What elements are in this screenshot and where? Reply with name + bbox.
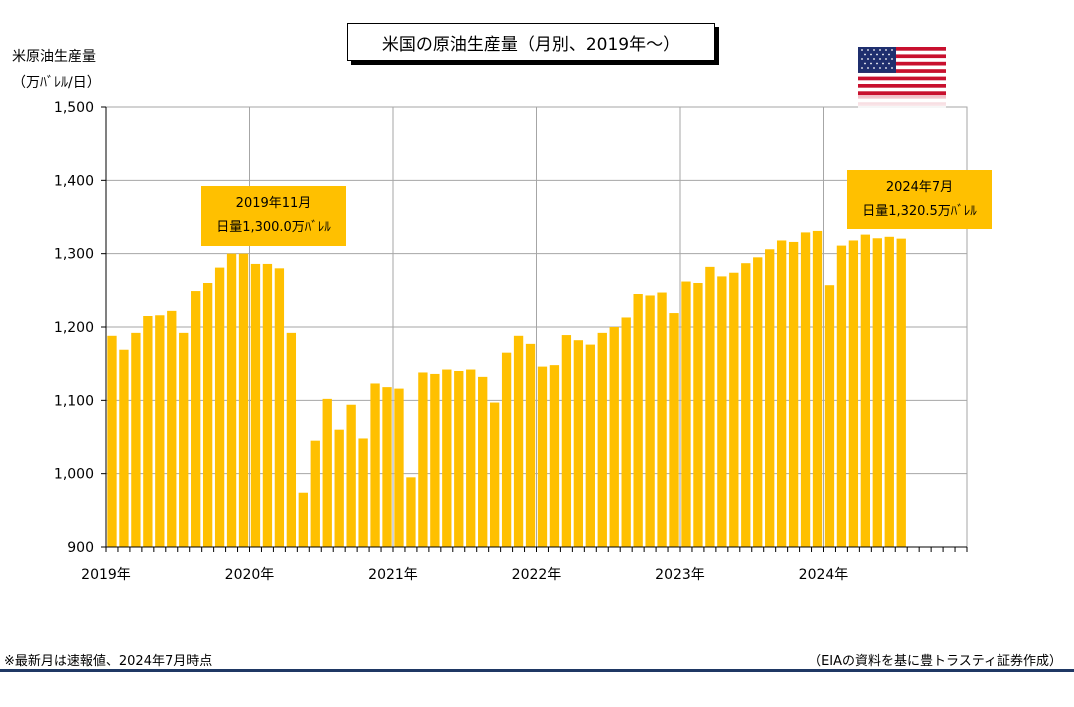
bar-2020-09: [346, 404, 356, 547]
source-note: （EIAの資料を基に豊トラスティ証券作成）: [808, 654, 1062, 669]
bar-2020-10: [358, 438, 368, 547]
x-tick-label: 2019年: [81, 567, 131, 583]
bar-2020-07: [322, 398, 332, 547]
bar-2023-03: [705, 266, 715, 547]
bar-2023-06: [741, 263, 751, 547]
bar-2019-05: [155, 315, 165, 547]
bar-2024-06: [884, 236, 894, 548]
bar-2021-05: [442, 369, 452, 547]
bar-2022-07: [609, 327, 619, 547]
bar-2021-06: [454, 371, 464, 547]
bar-2020-03: [274, 268, 285, 547]
y-axis-label-line1: 米原油生産量: [12, 49, 96, 65]
callout-latest-date: 2024年7月: [885, 179, 954, 195]
bar-2022-06: [597, 332, 607, 547]
bar-2021-08: [478, 376, 488, 547]
bar-2019-09: [202, 283, 213, 547]
bar-2022-09: [633, 294, 643, 547]
bar-2019-04: [143, 316, 153, 547]
y-tick-label: 1,000: [54, 467, 94, 483]
bar-2020-08: [334, 429, 344, 547]
y-tick-label: 1,400: [54, 173, 94, 189]
callout-peak-2019-11: 2019年11月 日量1,300.0万ﾊﾞﾚﾙ: [201, 186, 346, 246]
bar-2021-09: [489, 402, 500, 547]
bar-2024-04: [860, 234, 871, 547]
bar-2020-04: [286, 332, 297, 547]
bar-2021-12: [525, 343, 536, 547]
bar-2019-02: [119, 349, 129, 547]
bar-2020-01: [250, 263, 261, 547]
bar-2023-04: [717, 276, 727, 547]
bar-series: [107, 230, 906, 548]
footnote: ※最新月は速報値、2024年7月時点: [4, 654, 213, 669]
bar-2024-05: [872, 238, 882, 547]
bar-2019-07: [179, 332, 189, 547]
bar-2022-01: [537, 366, 548, 547]
y-tick-label: 1,500: [54, 100, 94, 116]
bar-2024-02: [836, 245, 847, 547]
us-flag-icon: [858, 47, 946, 111]
bar-2021-03: [418, 372, 428, 547]
y-tick-label: 1,300: [54, 247, 94, 263]
y-tick-label: 1,100: [54, 393, 94, 409]
bar-2024-07: [896, 238, 906, 547]
bar-2023-01: [681, 281, 691, 547]
bar-2021-11: [513, 335, 524, 547]
y-tick-label: 1,200: [54, 320, 94, 336]
bar-2023-05: [729, 272, 739, 547]
bar-2020-11: [370, 383, 380, 547]
bar-2023-12: [812, 230, 823, 547]
bar-2022-11: [657, 292, 667, 547]
bar-2023-10: [788, 241, 799, 547]
bar-2021-02: [406, 477, 416, 547]
bar-2023-09: [776, 240, 787, 547]
y-axis-label-line2: （万ﾊﾞﾚﾙ/日）: [12, 75, 101, 91]
bar-2019-08: [191, 291, 201, 547]
bar-2022-10: [645, 295, 655, 547]
bar-2020-06: [310, 440, 320, 547]
bar-2019-10: [214, 267, 225, 547]
x-tick-label: 2023年: [655, 567, 705, 583]
bar-2019-12: [238, 253, 249, 547]
chart-title: 米国の原油生産量（月別、2019年～）: [347, 23, 715, 61]
bar-2022-05: [585, 344, 595, 547]
chart-title-text: 米国の原油生産量（月別、2019年～）: [381, 34, 681, 55]
bar-2021-04: [430, 373, 440, 547]
callout-latest-value: 日量1,320.5万ﾊﾞﾚﾙ: [862, 203, 977, 219]
callout-peak-value: 日量1,300.0万ﾊﾞﾚﾙ: [216, 220, 331, 235]
bar-2024-01: [824, 285, 835, 547]
bar-2020-12: [382, 387, 392, 547]
x-tick-label: 2022年: [512, 567, 562, 583]
bar-2020-02: [262, 263, 273, 547]
bar-2024-03: [848, 240, 859, 547]
bar-2023-08: [765, 249, 775, 547]
bar-2023-02: [693, 283, 703, 547]
bar-2023-11: [800, 232, 811, 547]
bottom-rule: [0, 669, 1074, 672]
x-tick-label: 2024年: [799, 567, 849, 583]
bar-2020-05: [298, 492, 308, 547]
callout-latest-2024-07: 2024年7月 日量1,320.5万ﾊﾞﾚﾙ: [847, 170, 992, 229]
bar-2019-01: [107, 335, 117, 547]
bar-2022-02: [549, 365, 560, 547]
bar-2022-04: [573, 340, 584, 547]
bar-2021-07: [466, 369, 476, 547]
bar-2022-03: [561, 335, 572, 547]
bar-2023-07: [753, 257, 763, 547]
bar-2021-10: [501, 352, 512, 547]
x-tick-label: 2021年: [368, 567, 418, 583]
y-axis-label: 米原油生産量 （万ﾊﾞﾚﾙ/日）: [12, 44, 101, 96]
bar-2021-01: [394, 388, 404, 547]
bar-2019-06: [167, 310, 177, 547]
axes: 900 1,000 1,100 1,200 1,300 1,400 1,500 2019年 20…: [54, 100, 968, 583]
bar-2022-12: [669, 313, 679, 547]
callout-peak-date: 2019年11月: [235, 196, 312, 211]
x-tick-label: 2020年: [225, 567, 275, 583]
y-tick-label: 900: [67, 540, 94, 556]
bar-2019-03: [131, 332, 141, 547]
bar-2019-11: [226, 253, 237, 547]
bar-2022-08: [621, 317, 631, 547]
